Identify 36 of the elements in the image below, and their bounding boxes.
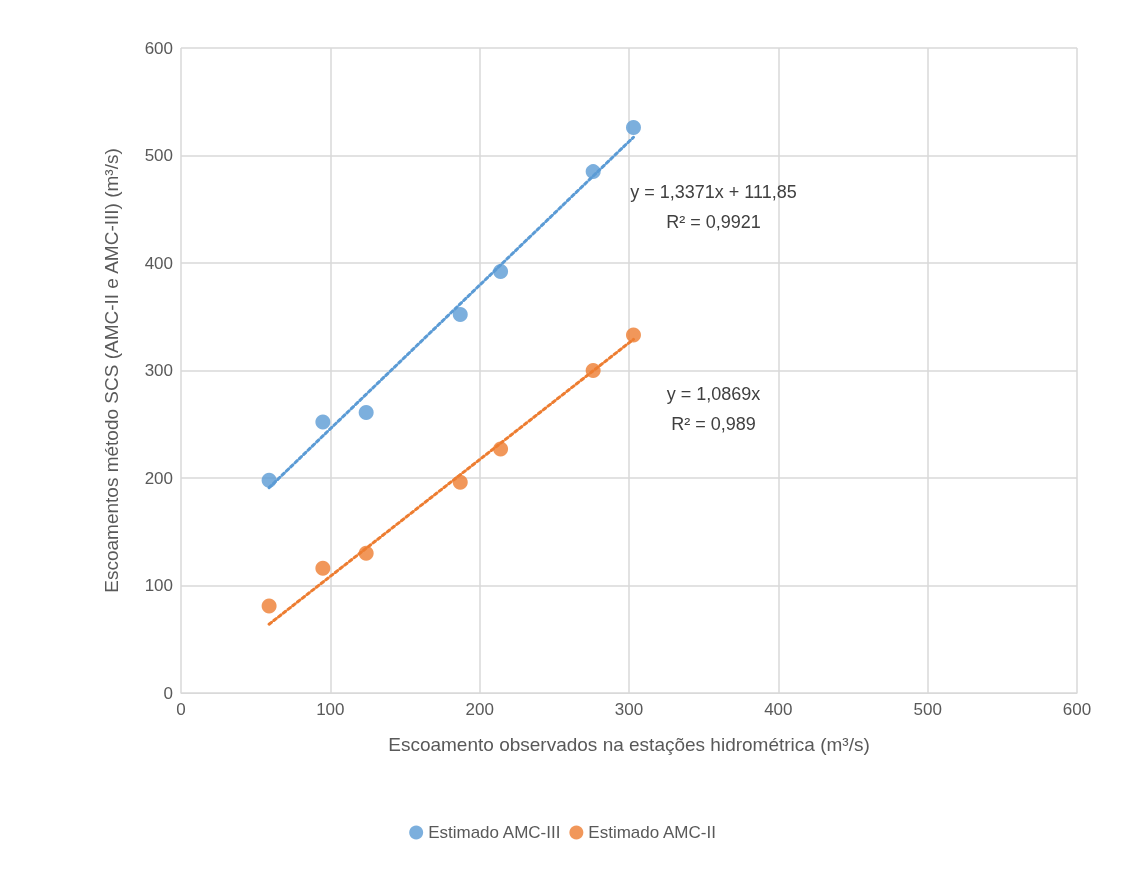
point xyxy=(626,327,641,343)
point xyxy=(452,474,468,490)
point xyxy=(261,598,277,614)
point xyxy=(315,414,331,430)
x-tick-label: 400 xyxy=(764,700,793,719)
point xyxy=(493,441,509,457)
annotation: y = 1,3371x + 111,85 xyxy=(630,182,797,203)
y-tick-label: 200 xyxy=(144,468,173,488)
x-tick-label: 0 xyxy=(176,700,186,719)
point xyxy=(585,363,601,378)
y-tick-label: 500 xyxy=(144,146,173,165)
annotation: R² = 0,989 xyxy=(671,414,756,435)
y-axis-title: Escoamentos método SCS (AMC-II e AMC-III) (m³/s) xyxy=(101,148,122,593)
legend-label: Estimado AMC-II xyxy=(588,823,716,842)
x-tick-label: 300 xyxy=(614,700,644,719)
point xyxy=(626,120,641,136)
point xyxy=(452,307,468,323)
point xyxy=(315,560,331,576)
point xyxy=(358,545,374,561)
point xyxy=(493,264,509,280)
y-tick-label: 0 xyxy=(163,683,173,703)
legend-label: Estimado AMC-III xyxy=(428,823,561,842)
point xyxy=(261,472,277,488)
y-tick-label: 600 xyxy=(144,38,173,58)
annotation: y = 1,0869x xyxy=(666,384,761,405)
x-tick-label: 500 xyxy=(913,700,942,719)
x-tick-label: 100 xyxy=(316,700,345,719)
x-axis-title: Escoamento observados na estações hidrométrica (m³/s) xyxy=(388,734,870,755)
x-tick-label: 600 xyxy=(1062,700,1092,719)
point xyxy=(358,404,374,420)
annotation: R² = 0,9921 xyxy=(666,212,761,233)
y-tick-label: 400 xyxy=(144,253,173,273)
y-tick-label: 300 xyxy=(144,361,173,380)
point xyxy=(585,164,601,180)
x-tick-label: 200 xyxy=(465,700,494,719)
y-tick-label: 100 xyxy=(144,576,173,595)
